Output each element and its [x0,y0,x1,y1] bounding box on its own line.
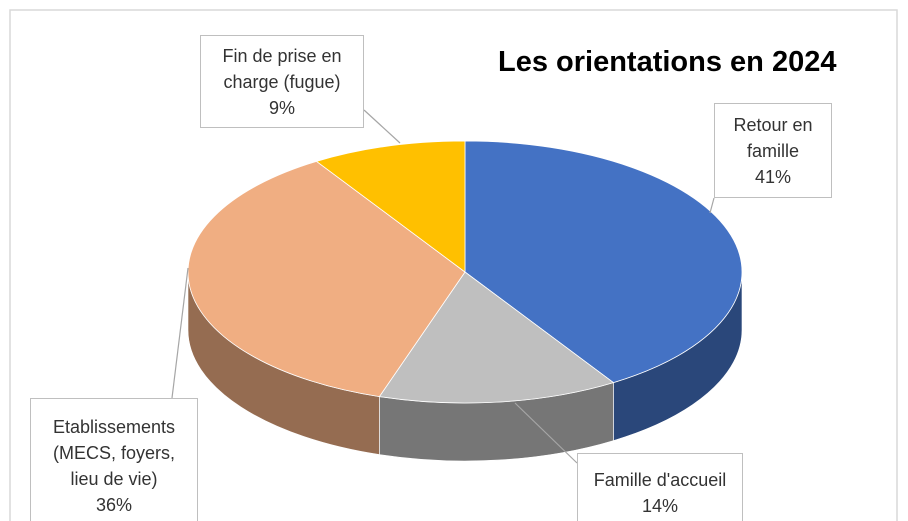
value-label: 36% [95,494,133,515]
data-label: Fin de prise en charge (fugue) 9% [200,35,364,128]
category-label: Etablissements (MECS, foyers, lieu de vi… [52,416,176,489]
value-label: 9% [268,97,295,118]
leader-line [363,109,401,144]
slice [315,140,466,273]
chart-border [9,9,898,521]
slice [187,160,466,398]
slice [464,140,743,384]
category-label: Famille d'accueil [593,470,727,490]
chart-title: Les orientations en 2024 [498,46,837,78]
leader-line [709,197,715,214]
data-label: Etablissements (MECS, foyers, lieu de vi… [30,398,198,521]
data-label: Retour en famille 41% [714,103,832,198]
value-label: 41% [754,166,792,187]
slice [378,271,615,404]
leader-line [514,402,578,464]
category-label: Retour en famille [733,114,813,161]
value-label: 14% [641,496,679,516]
leader-line [171,267,189,399]
data-label: Famille d'accueil 14% [577,453,743,521]
category-label: Fin de prise en charge (fugue) [222,45,342,92]
